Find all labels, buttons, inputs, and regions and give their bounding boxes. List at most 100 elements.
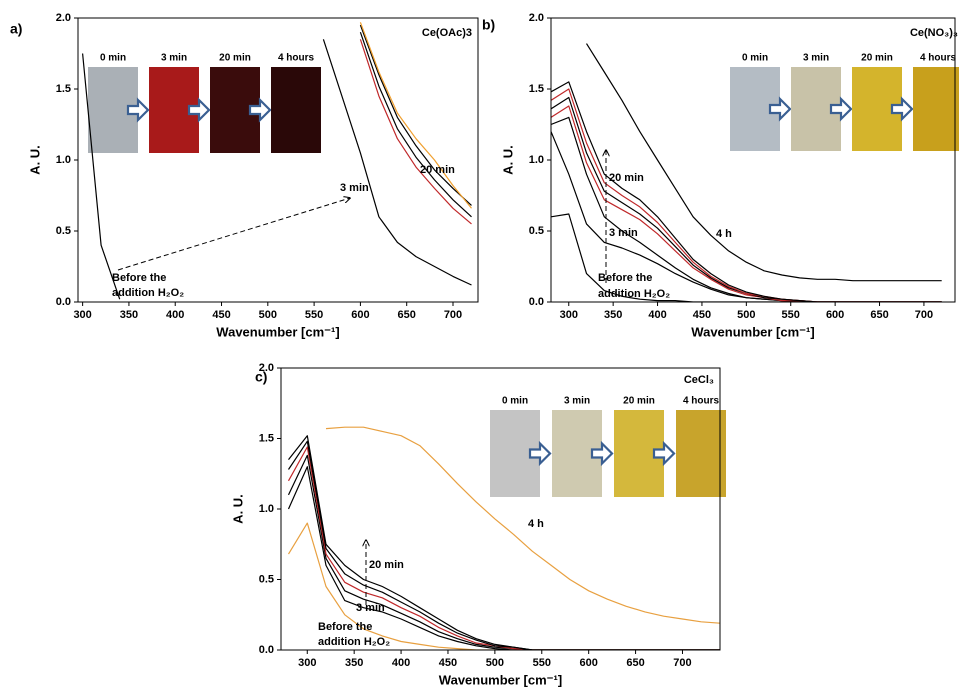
spectrum-line <box>359 22 472 209</box>
annotation: 20 min <box>420 164 455 176</box>
swatch-label: 0 min <box>502 396 528 407</box>
x-axis-title: Wavenumber [cm⁻¹] <box>691 324 814 339</box>
chart-title: Ce(OAc)3 <box>422 27 472 39</box>
x-tick-label: 400 <box>392 657 410 669</box>
annotation: Before the <box>598 272 652 284</box>
x-tick-label: 700 <box>915 309 933 321</box>
y-tick-label: 0.5 <box>56 225 71 237</box>
chart-title: Ce(NO₃)₃ <box>910 27 958 39</box>
x-tick-label: 550 <box>533 657 551 669</box>
x-tick-label: 600 <box>579 657 597 669</box>
swatch-label: 3 min <box>803 53 829 64</box>
spectrum-line <box>551 116 942 302</box>
annotation: 20 min <box>609 172 644 184</box>
x-tick-label: 650 <box>870 309 888 321</box>
swatch-label: 20 min <box>861 53 893 64</box>
panel-label: a) <box>10 21 22 37</box>
x-tick-label: 700 <box>444 309 462 321</box>
annotation-arrow <box>117 198 350 271</box>
x-tick-label: 350 <box>604 309 622 321</box>
x-tick-label: 400 <box>648 309 666 321</box>
x-tick-label: 300 <box>560 309 578 321</box>
swatch <box>676 410 726 497</box>
spectrum-line <box>585 43 942 282</box>
step-arrow <box>187 97 211 123</box>
annotation: addition H₂O₂ <box>318 636 390 648</box>
spectrum-line <box>287 454 720 650</box>
spectrum-line <box>551 105 942 302</box>
annotation: 4 h <box>528 518 544 530</box>
chart-title: CeCl₃ <box>684 374 714 386</box>
annotation: addition H₂O₂ <box>598 288 670 300</box>
y-tick-label: 0.0 <box>259 644 274 656</box>
annotation: Before the <box>112 272 166 284</box>
y-tick-label: 0.5 <box>529 225 544 237</box>
y-tick-label: 0.5 <box>259 573 274 585</box>
spectrum-line <box>82 53 121 300</box>
swatch-label: 0 min <box>100 53 126 64</box>
annotation: addition H₂O₂ <box>112 287 184 299</box>
annotation: Before the <box>318 621 372 633</box>
x-axis-title: Wavenumber [cm⁻¹] <box>439 672 562 687</box>
lines <box>82 22 472 300</box>
y-tick-label: 2.0 <box>529 12 544 24</box>
step-arrow <box>652 440 676 467</box>
x-tick-label: 450 <box>439 657 457 669</box>
spectrum-line <box>325 426 720 624</box>
swatch-label: 0 min <box>742 53 768 64</box>
spectrum-line <box>551 213 942 302</box>
step-arrow <box>590 440 614 467</box>
step-arrow <box>768 96 792 122</box>
swatch-label: 4 hours <box>920 53 957 64</box>
step-arrow <box>528 440 552 467</box>
x-tick-label: 400 <box>166 309 184 321</box>
y-tick-label: 1.5 <box>259 432 274 444</box>
x-tick-label: 500 <box>486 657 504 669</box>
spectrum-line <box>287 446 720 650</box>
y-axis-title: A. U. <box>500 145 515 175</box>
swatch-label: 20 min <box>219 53 251 64</box>
x-tick-label: 650 <box>398 309 416 321</box>
y-tick-label: 1.5 <box>56 83 71 95</box>
x-tick-label: 350 <box>345 657 363 669</box>
annotation: 4 h <box>716 228 732 240</box>
y-axis-title: A. U. <box>27 145 42 175</box>
x-tick-label: 350 <box>120 309 138 321</box>
y-tick-label: 1.0 <box>259 503 274 515</box>
spectrum-line <box>288 435 720 650</box>
x-tick-label: 500 <box>737 309 755 321</box>
step-arrow <box>890 96 914 122</box>
x-tick-label: 700 <box>673 657 691 669</box>
spectrum-line <box>551 81 942 302</box>
y-tick-label: 0.0 <box>56 296 71 308</box>
spectrum-line <box>359 39 472 225</box>
panel: 0 min 3 min 20 min 4 hours 300 350 400 450 500 55… <box>10 12 479 339</box>
y-tick-label: 2.0 <box>259 362 274 374</box>
y-tick-label: 1.5 <box>529 83 544 95</box>
swatch-label: 3 min <box>161 53 187 64</box>
step-arrow <box>829 96 853 122</box>
swatch-label: 20 min <box>623 396 655 407</box>
panel-label: c) <box>255 369 267 385</box>
x-tick-label: 550 <box>305 309 323 321</box>
x-tick-label: 300 <box>73 309 91 321</box>
y-axis-title: A. U. <box>230 494 245 524</box>
y-tick-label: 1.0 <box>56 154 71 166</box>
swatch-label: 4 hours <box>683 396 720 407</box>
step-arrow <box>126 97 150 123</box>
x-tick-label: 450 <box>212 309 230 321</box>
lines <box>551 43 942 302</box>
y-tick-label: 2.0 <box>56 12 71 24</box>
annotation: 20 min <box>369 559 404 571</box>
x-axis-title: Wavenumber [cm⁻¹] <box>216 324 339 339</box>
annotation: 3 min <box>340 182 369 194</box>
panel: 0 min 3 min 20 min 4 hours 300 350 400 450 500 55… <box>230 362 726 687</box>
x-tick-label: 550 <box>782 309 800 321</box>
spectrum-line <box>551 88 942 302</box>
x-tick-label: 450 <box>693 309 711 321</box>
swatch-label: 4 hours <box>278 53 315 64</box>
swatch <box>271 67 321 153</box>
x-tick-label: 500 <box>259 309 277 321</box>
